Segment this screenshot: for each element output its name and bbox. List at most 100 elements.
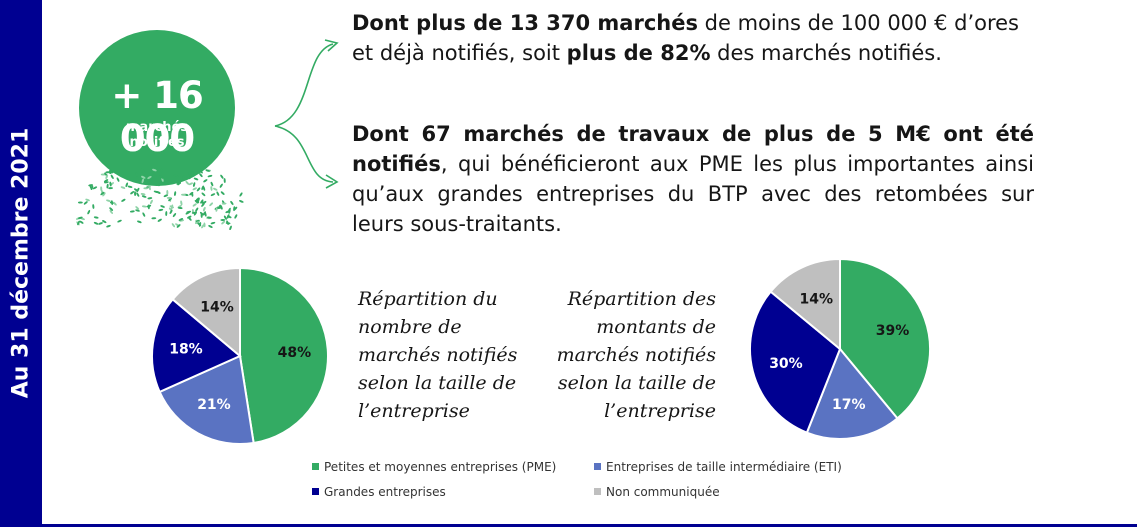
leaf-shape bbox=[201, 192, 206, 197]
arrow-up bbox=[274, 43, 334, 127]
leaf-shape bbox=[176, 224, 181, 228]
leaf-shape bbox=[168, 197, 172, 202]
p1-text-2: des marchés notifiés. bbox=[710, 41, 942, 65]
leaf-shape bbox=[220, 174, 224, 179]
leaf-shape bbox=[135, 206, 140, 210]
leaf-shape bbox=[171, 223, 175, 228]
leaf-shape bbox=[193, 177, 199, 181]
leaf-shape bbox=[201, 224, 205, 229]
leaf-shape bbox=[202, 201, 207, 205]
p2-text-1: , qui bénéficieront aux PME les plus imp… bbox=[352, 152, 1034, 236]
leaf-shape bbox=[102, 220, 107, 224]
leaf-shape bbox=[110, 200, 114, 206]
leaf-shape bbox=[190, 171, 195, 176]
leaf-shape bbox=[160, 168, 163, 174]
leaf-shape bbox=[233, 206, 238, 211]
leaf-shape bbox=[173, 174, 179, 177]
leaf-shape bbox=[177, 181, 181, 186]
leaf-shape bbox=[225, 222, 231, 225]
leaf-shape bbox=[93, 221, 99, 225]
pie-chart-amount: 39% 17% 30% 14% bbox=[749, 257, 931, 440]
leaf-shape bbox=[193, 182, 196, 187]
leaf-shape bbox=[220, 218, 226, 221]
stat-circle: + 16 000 marchés notifiés bbox=[79, 30, 235, 186]
leaf-shape bbox=[146, 204, 152, 208]
p2-bold-1: Dont 67 marchés de travaux de plus de 5 … bbox=[352, 122, 1034, 176]
legend-label-pme: Petites et moyennes entreprises (PME) bbox=[324, 460, 557, 474]
leaf-shape bbox=[109, 207, 114, 211]
leaf-shape bbox=[210, 186, 213, 191]
legend-label-eti: Entreprises de taille intermédiaire (ETI… bbox=[606, 460, 842, 474]
leaf-shape bbox=[141, 175, 146, 179]
leaf-shape bbox=[223, 178, 226, 183]
leaf-shape bbox=[103, 179, 109, 183]
leaf-shape bbox=[92, 186, 98, 190]
leaf-shape bbox=[188, 182, 194, 186]
leaf-shape bbox=[98, 222, 103, 225]
arrow-down bbox=[274, 125, 334, 183]
leaf-shape bbox=[216, 191, 220, 196]
pie-slice-ge bbox=[151, 297, 242, 394]
leaf-shape bbox=[92, 204, 95, 209]
leaf-shape bbox=[210, 181, 214, 187]
leaf-shape bbox=[219, 183, 223, 188]
leaf-shape bbox=[220, 191, 225, 195]
leaf-shape bbox=[78, 216, 83, 220]
leaf-shape bbox=[210, 193, 216, 197]
leaf-shape bbox=[234, 214, 238, 219]
leaf-shape bbox=[143, 187, 149, 190]
leaf-shape bbox=[208, 225, 213, 228]
leaf-shape bbox=[100, 191, 105, 196]
leaf-shape bbox=[150, 199, 153, 205]
leaf-shape bbox=[100, 173, 106, 176]
pie-label-pme: 39% bbox=[876, 323, 910, 339]
leaf-shape bbox=[88, 184, 93, 187]
stat-caption-line2: notifiés bbox=[129, 135, 185, 150]
leaf-shape bbox=[120, 186, 126, 189]
stat-number: + 16 000 bbox=[111, 74, 203, 160]
leaf-shape bbox=[166, 196, 172, 199]
bottom-rule bbox=[42, 524, 1137, 527]
legend-label-ge: Grandes entreprises bbox=[324, 485, 446, 499]
leaf-shape bbox=[141, 195, 147, 198]
leaf-shape bbox=[239, 192, 243, 197]
leaf-shape bbox=[169, 209, 173, 215]
leaf-shape bbox=[195, 221, 200, 225]
leaf-shape bbox=[169, 205, 174, 209]
leaf-shape bbox=[177, 207, 183, 210]
date-label: Au 31 décembre 2021 bbox=[8, 127, 34, 399]
leaf-shape bbox=[142, 212, 146, 217]
leaf-shape bbox=[106, 224, 111, 228]
leaf-shape bbox=[148, 185, 151, 191]
pie-label-pme: 48% bbox=[278, 345, 312, 361]
leaf-shape bbox=[194, 199, 199, 204]
leaf-shape bbox=[157, 218, 162, 222]
legend-item-eti: Entreprises de taille intermédiaire (ETI… bbox=[594, 460, 842, 474]
leaf-shape bbox=[110, 174, 114, 179]
leaf-shape bbox=[158, 182, 162, 187]
leaf-shape bbox=[202, 206, 206, 212]
leaf-shape bbox=[228, 209, 231, 214]
legend-swatch-eti bbox=[594, 463, 601, 470]
leaf-shape bbox=[141, 178, 144, 184]
stat-caption: marchés notifiés bbox=[79, 120, 235, 150]
leaf-shape bbox=[209, 202, 213, 207]
leaf-shape bbox=[196, 187, 201, 192]
leaf-shape bbox=[143, 173, 148, 178]
leaf-shape bbox=[140, 168, 144, 174]
pie-slice-nc bbox=[769, 257, 841, 352]
pie-chart-count: 48% 21% 18% 14% bbox=[151, 266, 329, 445]
leaf-shape bbox=[221, 220, 226, 225]
leaf-shape bbox=[188, 174, 192, 180]
leaf-shape bbox=[199, 169, 203, 174]
pie-label-eti: 21% bbox=[197, 397, 231, 413]
pie-title-amount: Répartition des montants de marchés noti… bbox=[556, 288, 716, 422]
leaf-shape bbox=[147, 176, 152, 180]
pie-slice-eti bbox=[158, 354, 255, 445]
leaf-shape bbox=[165, 211, 168, 216]
leaf-shape bbox=[239, 200, 244, 203]
leaf-shape bbox=[182, 175, 185, 181]
pie-slice-nc bbox=[171, 266, 241, 359]
paragraph-1: Dont plus de 13 370 marchés de moins de … bbox=[352, 8, 1034, 68]
leaf-shape bbox=[146, 181, 152, 184]
